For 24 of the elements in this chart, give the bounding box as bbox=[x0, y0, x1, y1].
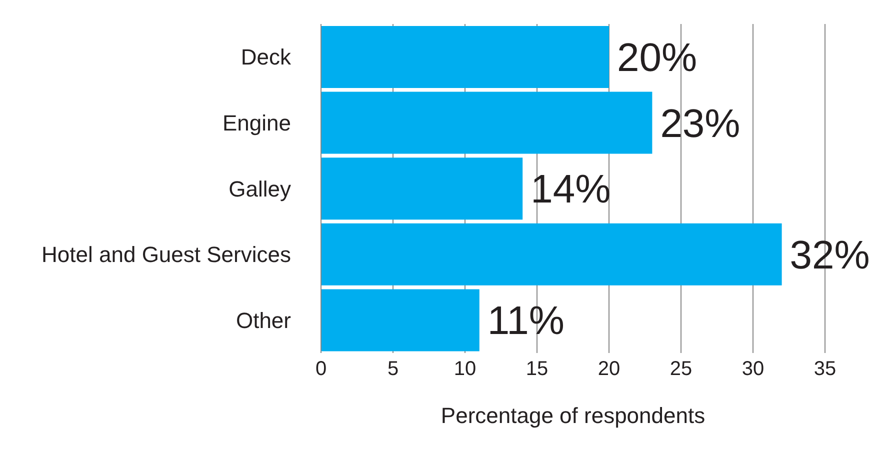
bar bbox=[321, 92, 652, 154]
x-tick-label: 35 bbox=[814, 358, 836, 380]
x-tick-label: 15 bbox=[526, 358, 548, 380]
x-tick-label: 0 bbox=[315, 358, 327, 380]
y-tick-label: Deck bbox=[240, 44, 292, 70]
data-label: 23% bbox=[660, 102, 740, 146]
y-tick-label: Galley bbox=[228, 176, 291, 202]
data-label: 20% bbox=[617, 36, 698, 80]
x-tick-label: 25 bbox=[670, 358, 692, 380]
bar bbox=[321, 26, 609, 88]
x-tick-label: 20 bbox=[598, 358, 620, 380]
x-tick-label: 5 bbox=[387, 358, 399, 380]
x-tick-label: 30 bbox=[742, 358, 764, 380]
y-tick-label: Hotel and Guest Services bbox=[42, 242, 291, 268]
y-tick-label: Engine bbox=[222, 110, 291, 136]
data-label: 11% bbox=[487, 299, 564, 344]
y-tick-label: Other bbox=[236, 308, 291, 333]
bar bbox=[321, 158, 523, 220]
x-tick-label: 10 bbox=[454, 358, 476, 380]
bar bbox=[321, 289, 480, 352]
data-label: 14% bbox=[530, 168, 611, 212]
x-axis-title: Percentage of respondents bbox=[440, 403, 706, 428]
data-label: 32% bbox=[790, 233, 870, 278]
bar bbox=[321, 223, 782, 286]
